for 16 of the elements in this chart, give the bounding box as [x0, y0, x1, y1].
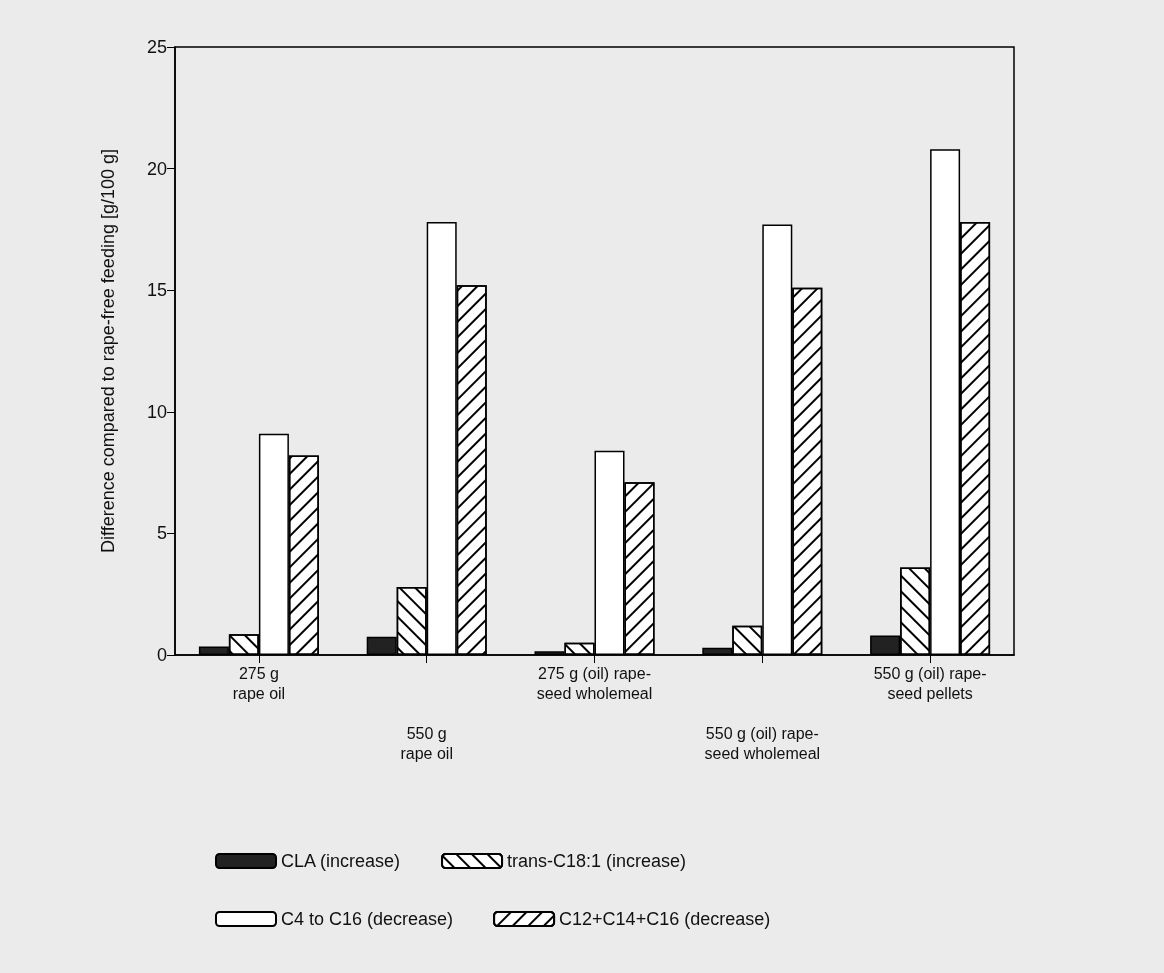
y-axis-title: Difference compared to rape-free feeding [g/100 g] — [98, 149, 118, 553]
x-tick-label: 275 g rape oil — [232, 664, 286, 702]
legend-label: trans-C18:1 (increase) — [507, 851, 687, 871]
y-tick-label: 5 — [156, 523, 167, 544]
y-tick-label: 15 — [146, 280, 167, 301]
legend-label: CLA (increase) — [281, 851, 401, 871]
y-tick-label: 10 — [146, 401, 167, 422]
x-tick-label: 550 g (oil) rape- seed wholemeal — [704, 724, 821, 762]
y-tick-label: 20 — [146, 158, 167, 179]
y-tick-label: 25 — [146, 37, 167, 57]
y-tick-label: 0 — [156, 645, 167, 665]
x-tick-label: 550 g rape oil — [400, 724, 453, 762]
x-tick-label: 275 g (oil) rape- seed wholemeal — [536, 664, 653, 702]
x-tick-label: 550 g (oil) rape- seed pellets — [873, 664, 987, 702]
legend-label: C12+C14+C16 (decrease) — [559, 909, 771, 929]
legend-label: C4 to C16 (decrease) — [281, 909, 454, 929]
